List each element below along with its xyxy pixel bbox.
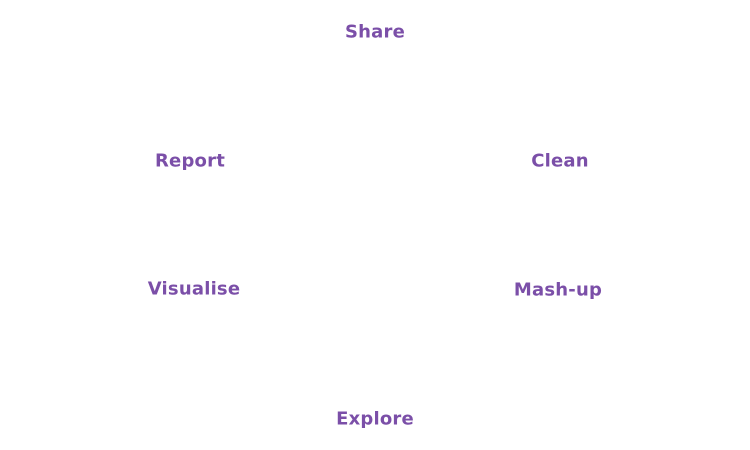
node-clean: Clean (531, 150, 589, 172)
node-report: Report (154, 150, 226, 172)
node-visualise: Visualise (147, 278, 241, 300)
node-mashup: Mash-up (513, 279, 603, 301)
node-explore: Explore (336, 408, 414, 430)
node-share: Share (344, 21, 406, 43)
